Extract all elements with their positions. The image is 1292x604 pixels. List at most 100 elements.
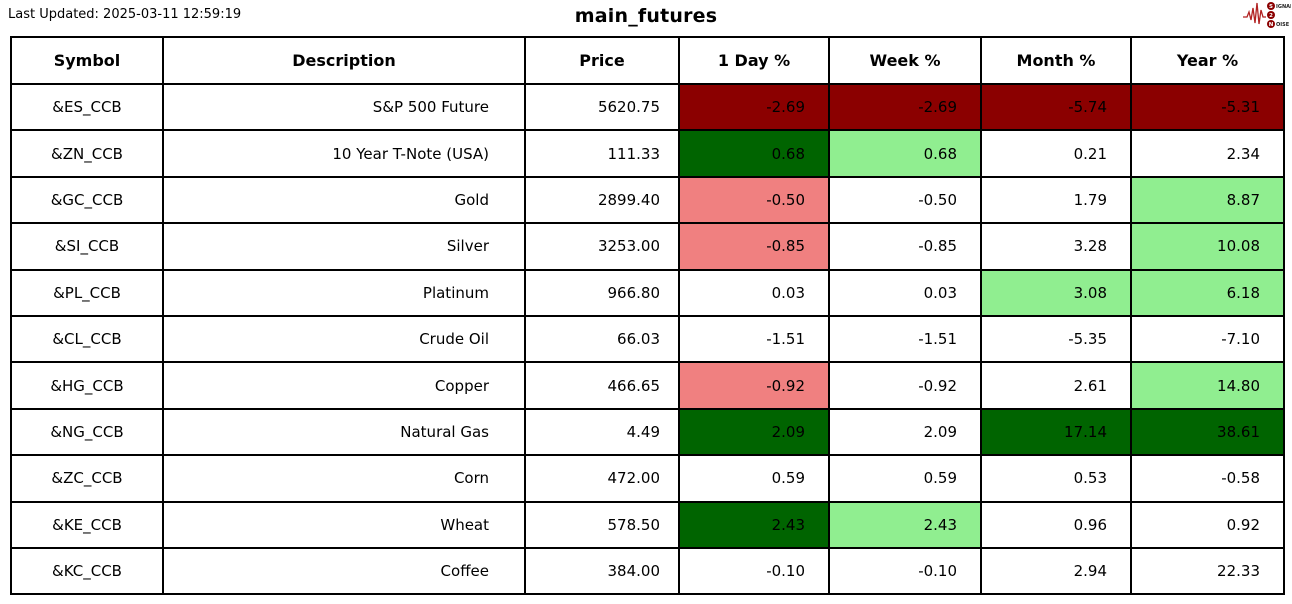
price-cell: 5620.75 [524,82,680,132]
year-pct-cell: 8.87 [1130,175,1285,225]
table-row: &GC_CCB Gold 2899.40 -0.50 -0.50 1.79 8.… [10,175,1285,225]
month-pct-cell: 0.53 [980,454,1132,503]
price-cell: 2899.40 [524,175,680,225]
year-pct-cell: 10.08 [1130,222,1285,271]
logo-letter-two: 2 [1269,13,1273,19]
header-price: Price [524,36,680,85]
symbol-cell: &SI_CCB [10,222,164,271]
top-bar: Last Updated: 2025-03-11 12:59:19 main_f… [0,0,1292,36]
day-pct-cell: -0.92 [678,361,830,410]
table-row: &ZN_CCB 10 Year T-Note (USA) 111.33 0.68… [10,129,1285,178]
ekg-waveform-icon [1243,2,1266,25]
day-pct-cell: 2.43 [678,500,830,549]
month-pct-cell: 1.79 [980,175,1132,225]
description-cell: Wheat [162,500,526,549]
description-cell: Natural Gas [162,407,526,457]
symbol-cell: &GC_CCB [10,175,164,225]
day-pct-cell: -0.50 [678,175,830,225]
symbol-cell: &ES_CCB [10,82,164,132]
description-cell: Coffee [162,546,526,596]
month-pct-cell: 2.94 [980,546,1132,596]
table-row: &ES_CCB S&P 500 Future 5620.75 -2.69 -2.… [10,82,1285,132]
symbol-cell: &KE_CCB [10,500,164,549]
table-row: &SI_CCB Silver 3253.00 -0.85 -0.85 3.28 … [10,222,1285,271]
symbol-cell: &HG_CCB [10,361,164,410]
description-cell: Gold [162,175,526,225]
price-cell: 472.00 [524,454,680,503]
logo-text-oise: OISE [1276,22,1290,28]
description-cell: 10 Year T-Note (USA) [162,129,526,178]
description-cell: Platinum [162,268,526,317]
description-cell: Silver [162,222,526,271]
table-row: &HG_CCB Copper 466.65 -0.92 -0.92 2.61 1… [10,361,1285,410]
year-pct-cell: 14.80 [1130,361,1285,410]
month-pct-cell: 3.08 [980,268,1132,317]
year-pct-cell: 22.33 [1130,546,1285,596]
month-pct-cell: 17.14 [980,407,1132,457]
day-pct-cell: -0.85 [678,222,830,271]
table-row: &ZC_CCB Corn 472.00 0.59 0.59 0.53 -0.58 [10,454,1285,503]
header-week-pct: Week % [828,36,982,85]
price-cell: 466.65 [524,361,680,410]
header-year-pct: Year % [1130,36,1285,85]
day-pct-cell: 0.59 [678,454,830,503]
price-cell: 384.00 [524,546,680,596]
price-cell: 3253.00 [524,222,680,271]
year-pct-cell: 6.18 [1130,268,1285,317]
description-cell: Crude Oil [162,314,526,364]
week-pct-cell: 2.09 [828,407,982,457]
description-cell: Corn [162,454,526,503]
logo-badge-two [1267,11,1275,19]
day-pct-cell: 0.68 [678,129,830,178]
price-cell: 111.33 [524,129,680,178]
price-cell: 578.50 [524,500,680,549]
week-pct-cell: -0.50 [828,175,982,225]
signal-noise-logo-icon: S IGNAL 2 N OISE [1243,2,1291,28]
table-header: Symbol Description Price 1 Day % Week % … [10,36,1285,85]
week-pct-cell: 0.59 [828,454,982,503]
header-1day-pct: 1 Day % [678,36,830,85]
week-pct-cell: -0.85 [828,222,982,271]
last-updated-timestamp: Last Updated: 2025-03-11 12:59:19 [8,7,242,22]
week-pct-cell: 0.68 [828,129,982,178]
price-cell: 4.49 [524,407,680,457]
year-pct-cell: -0.58 [1130,454,1285,503]
symbol-cell: &NG_CCB [10,407,164,457]
price-cell: 66.03 [524,314,680,364]
description-cell: Copper [162,361,526,410]
symbol-cell: &PL_CCB [10,268,164,317]
month-pct-cell: 3.28 [980,222,1132,271]
month-pct-cell: 0.96 [980,500,1132,549]
price-cell: 966.80 [524,268,680,317]
week-pct-cell: -1.51 [828,314,982,364]
table-row: &KE_CCB Wheat 578.50 2.43 2.43 0.96 0.92 [10,500,1285,549]
logo-badge-s [1267,2,1275,10]
day-pct-cell: 0.03 [678,268,830,317]
week-pct-cell: 0.03 [828,268,982,317]
day-pct-cell: 2.09 [678,407,830,457]
description-cell: S&P 500 Future [162,82,526,132]
symbol-cell: &ZC_CCB [10,454,164,503]
symbol-cell: &KC_CCB [10,546,164,596]
week-pct-cell: -2.69 [828,82,982,132]
year-pct-cell: 38.61 [1130,407,1285,457]
logo-text-ignal: IGNAL [1276,4,1291,10]
page-title: main_futures [574,5,718,27]
year-pct-cell: -7.10 [1130,314,1285,364]
month-pct-cell: 0.21 [980,129,1132,178]
week-pct-cell: -0.10 [828,546,982,596]
year-pct-cell: -5.31 [1130,82,1285,132]
table-row: &KC_CCB Coffee 384.00 -0.10 -0.10 2.94 2… [10,546,1285,596]
table-body: &ES_CCB S&P 500 Future 5620.75 -2.69 -2.… [10,82,1285,596]
logo-badge-n [1267,20,1275,28]
month-pct-cell: 2.61 [980,361,1132,410]
header-description: Description [162,36,526,85]
header-row: Symbol Description Price 1 Day % Week % … [10,36,1285,85]
futures-table: Symbol Description Price 1 Day % Week % … [10,36,1285,596]
logo-letter-s: S [1269,4,1273,10]
week-pct-cell: 2.43 [828,500,982,549]
day-pct-cell: -2.69 [678,82,830,132]
table-row: &CL_CCB Crude Oil 66.03 -1.51 -1.51 -5.3… [10,314,1285,364]
month-pct-cell: -5.35 [980,314,1132,364]
month-pct-cell: -5.74 [980,82,1132,132]
